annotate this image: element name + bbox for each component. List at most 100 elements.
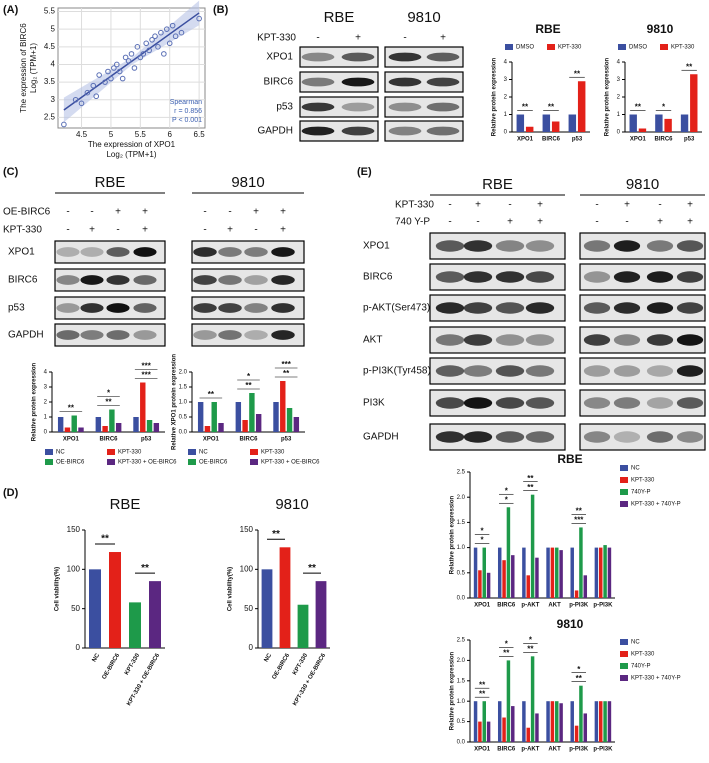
bar (478, 721, 482, 742)
legend-label: 740Y-P (631, 664, 650, 670)
legend-swatch (620, 477, 628, 483)
bar (559, 550, 563, 598)
y-tick-label: 1.5 (457, 520, 466, 526)
bar (577, 81, 586, 132)
treatment-sign: + (142, 225, 148, 236)
bar (594, 547, 599, 598)
treatment-sign: - (66, 225, 69, 236)
significance: ** (686, 62, 693, 71)
significance: ** (272, 529, 280, 540)
significance: *** (574, 516, 584, 525)
bar (574, 725, 579, 742)
significance: ** (68, 404, 75, 413)
bar (71, 415, 77, 432)
y-tick-label: 1.0 (457, 699, 466, 705)
y-tick-label: 0.0 (179, 430, 188, 436)
x-tick-label: XPO1 (474, 603, 491, 609)
y-tick-label: 2 (44, 400, 48, 406)
significance: ** (527, 474, 534, 483)
blot-band (301, 126, 335, 136)
blot-band (676, 240, 704, 252)
point (178, 29, 185, 36)
blot-band (193, 303, 217, 313)
blot-band (388, 77, 422, 87)
y-tick-label: 0 (617, 130, 621, 136)
blot-band (80, 303, 104, 313)
x-tick-label: 5.5 (135, 130, 147, 139)
blot-band (388, 126, 422, 136)
treatment-sign: - (448, 217, 451, 228)
y-tick-label: 50 (244, 604, 253, 613)
y-tick-label: 1 (617, 112, 621, 118)
legend-swatch (45, 449, 53, 455)
point (122, 54, 129, 61)
point (196, 15, 202, 22)
legend-swatch (505, 44, 513, 50)
bar (690, 74, 698, 132)
legend-swatch (620, 639, 628, 645)
y-tick-label: 0.5 (179, 415, 188, 421)
point (96, 72, 102, 78)
bar (506, 507, 511, 598)
point (102, 79, 108, 85)
treatment-sign: - (448, 200, 451, 211)
treatment-label: KPT-330 (395, 200, 434, 211)
point (108, 75, 114, 82)
blot-band (218, 330, 242, 340)
point (143, 40, 149, 47)
significance: * (481, 536, 485, 545)
blot-band (218, 247, 242, 257)
blot-band (435, 302, 465, 314)
blot-band (525, 302, 555, 314)
legend-label: NC (631, 640, 640, 646)
blot-band (676, 365, 704, 377)
protein-label: AKT (363, 335, 382, 346)
blot-band (106, 303, 130, 313)
bar (478, 570, 482, 598)
treatment-sign: + (657, 217, 663, 228)
blot-band (676, 302, 704, 314)
point (134, 44, 141, 50)
bar (497, 547, 502, 598)
y-axis-label: Relative protein expression (450, 495, 456, 574)
legend-label: NC (631, 466, 640, 472)
point (61, 121, 67, 128)
y-tick-label: 1.0 (457, 545, 466, 551)
bar (129, 602, 141, 648)
x-tick-label: p-PI3K (569, 747, 589, 753)
blot-band (133, 303, 157, 313)
x-tick-label: p-PI3K (593, 747, 613, 753)
cell-line-header: 9810 (407, 9, 440, 26)
y-tick-label: 150 (240, 525, 254, 534)
blot-band (463, 302, 493, 314)
x-tick-label: p53 (281, 437, 292, 443)
blot-band (218, 303, 242, 313)
blot-band (676, 431, 704, 443)
x-tick-label: 4.5 (76, 130, 88, 139)
y-tick-label: 2.0 (179, 370, 188, 376)
point (131, 65, 138, 71)
significance: ** (548, 103, 555, 112)
blot-band (56, 275, 80, 285)
y-tick-label: 1.0 (179, 400, 188, 406)
bar (249, 393, 255, 432)
blot-band (495, 431, 525, 443)
treatment-sign: - (595, 200, 598, 211)
blot-band (495, 334, 525, 346)
blot-band (613, 365, 641, 377)
point (172, 33, 179, 40)
y-tick-label: 0 (44, 430, 48, 436)
blot-band (341, 77, 375, 87)
cell-line-header: 9810 (231, 174, 264, 191)
blot-band (613, 240, 641, 252)
x-tick-label: BIRC6 (542, 137, 561, 143)
significance: * (107, 389, 111, 398)
y-tick-label: 0.5 (457, 570, 466, 576)
treatment-sign: - (403, 33, 406, 44)
blot-band (583, 302, 611, 314)
bar (273, 402, 279, 432)
significance: * (481, 527, 485, 536)
blot-band (583, 365, 611, 377)
blot-frame (191, 240, 305, 264)
bar (109, 552, 121, 648)
